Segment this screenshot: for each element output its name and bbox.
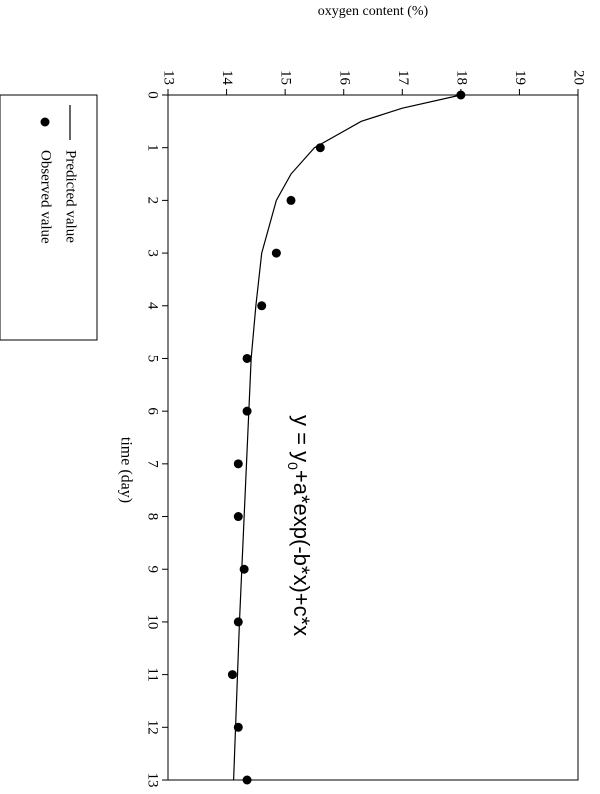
x-tick-label: 13 (145, 773, 161, 788)
equation-part: y = y (289, 415, 314, 462)
x-tick-label: 10 (145, 614, 161, 629)
equation: y = y0+a*exp(-b*x)+c*x (285, 415, 314, 636)
observed-point (243, 354, 252, 363)
equation-part: +a*exp(-b*x)+c*x (289, 470, 314, 636)
observed-point (243, 776, 252, 785)
y-tick-label: 16 (336, 70, 352, 86)
y-tick-label: 13 (161, 70, 177, 85)
chart: oxygen content (%) time (day) y = y0+a*e… (0, 0, 600, 794)
y-tick-label: 20 (571, 70, 587, 85)
x-tick-label: 2 (145, 197, 161, 205)
equation-part: 0 (285, 462, 301, 470)
observed-point (234, 459, 243, 468)
x-tick-label: 11 (145, 667, 161, 681)
observed-point (456, 91, 465, 100)
x-tick-label: 12 (145, 720, 161, 735)
x-tick-label: 4 (145, 302, 161, 310)
observed-point (243, 407, 252, 416)
y-tick-label: 14 (219, 70, 235, 86)
observed-point (257, 301, 266, 310)
x-axis-label: time (day) (117, 437, 134, 503)
observed-point (272, 249, 281, 258)
observed-point (287, 196, 296, 205)
x-tick-label: 7 (145, 460, 161, 468)
rotated-chart: oxygen content (%) time (day) y = y0+a*e… (0, 4, 587, 787)
x-tick-label: 3 (145, 249, 161, 257)
legend-marker (41, 118, 50, 127)
x-tick-label: 9 (145, 565, 161, 573)
legend-label: Predicted value (63, 150, 79, 243)
observed-point (234, 723, 243, 732)
legend-label: Observed value (38, 150, 54, 244)
x-tick-label: 8 (145, 513, 161, 521)
y-tick-label: 15 (278, 70, 294, 85)
x-tick-label: 0 (145, 91, 161, 99)
y-axis-label: oxygen content (%) (318, 4, 429, 19)
observed-point (234, 617, 243, 626)
y-tick-label: 19 (512, 70, 528, 85)
observed-point (234, 512, 243, 521)
predicted-line (234, 95, 461, 780)
observed-point (228, 670, 237, 679)
observed-point (240, 565, 249, 574)
y-tick-label: 18 (453, 70, 469, 85)
observed-point (316, 143, 325, 152)
x-tick-label: 6 (145, 407, 161, 415)
x-tick-label: 1 (145, 144, 161, 152)
x-tick-label: 5 (145, 355, 161, 363)
y-tick-label: 17 (395, 70, 411, 86)
